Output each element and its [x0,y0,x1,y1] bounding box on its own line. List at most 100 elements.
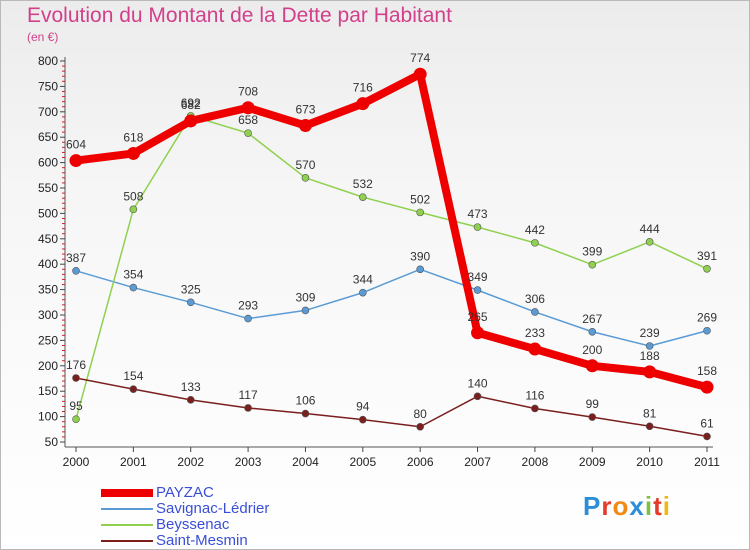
data-label: 354 [123,268,143,282]
data-point [473,286,482,294]
data-point [531,239,539,247]
series-line-savignac-l-drier [75,268,708,347]
data-label: 154 [123,369,143,383]
data-point [244,314,252,323]
data-label: 473 [468,207,488,221]
series-layer [69,67,714,441]
data-label: 390 [410,249,430,263]
data-point [413,67,427,81]
x-tick-label: 2010 [636,455,663,469]
logo-letter: i [644,491,654,521]
data-point [72,267,80,275]
data-label: 708 [238,85,258,99]
data-point [244,404,252,412]
data-point [703,264,711,273]
data-label: 269 [697,311,717,325]
data-label: 133 [181,380,201,394]
legend-swatch [101,524,153,526]
data-label: 106 [295,394,315,408]
data-label: 570 [295,158,315,172]
logo-letter: t [653,491,663,521]
data-point [126,146,140,160]
data-point [416,208,424,217]
data-point [645,342,654,350]
y-tick-label: 500 [38,206,58,220]
data-label: 117 [239,388,258,402]
x-tick-label: 2001 [120,455,147,469]
data-point [69,154,83,168]
data-point [645,422,654,431]
data-point [531,308,539,316]
data-label: 267 [582,312,602,326]
y-tick-label: 600 [38,156,58,170]
x-tick-label: 2011 [694,455,720,469]
legend-swatch [101,489,153,497]
logo-letter: P [583,491,602,521]
y-tick-label: 800 [38,54,58,68]
data-point [301,306,310,315]
y-tick-label: 200 [38,359,58,373]
data-label: 94 [356,400,370,414]
data-label: 95 [69,399,83,413]
data-label: 239 [640,326,660,340]
y-tick-label: 250 [38,333,58,347]
logo-letter: o [612,491,630,521]
data-label: 116 [525,388,544,402]
data-point [416,422,424,431]
data-label: 99 [586,397,600,411]
y-tick-label: 50 [45,435,59,449]
y-tick-label: 100 [38,410,58,424]
data-label: 188 [640,349,660,363]
data-point [471,326,485,340]
x-tick-label: 2009 [579,455,606,469]
legend-item: Savignac-Lédrier [101,501,361,517]
y-tick-label: 300 [38,308,58,322]
data-point [359,288,367,297]
data-label: 682 [181,98,201,112]
data-point [473,223,482,231]
data-label: 673 [295,103,315,117]
data-point [129,283,138,292]
data-label: 233 [525,326,545,340]
data-label: 391 [697,249,717,263]
data-point [359,415,367,424]
x-tick-label: 2006 [407,455,434,469]
legend-label: Savignac-Lédrier [156,500,270,517]
data-point [645,238,654,246]
data-labels: 387 354 325 293 309 344 390 349 306 267 239 269 95 50… [66,51,717,430]
data-point [643,365,657,379]
y-tick-label: 550 [38,181,58,195]
legend: PAYZAC Savignac-Lédrier Beyssenac Saint-Mes… [101,485,361,549]
data-label: 349 [468,270,488,284]
data-point [129,205,138,214]
data-label: 716 [353,81,373,95]
logo-letter: i [662,491,671,521]
data-label: 344 [353,273,373,287]
y-tick-label: 150 [38,384,58,398]
data-point [703,326,711,335]
y-tick-label: 750 [38,79,58,93]
legend-label: PAYZAC [156,484,214,501]
series-line-saint-mesmin [75,377,708,438]
data-label: 444 [640,222,660,236]
data-point [184,114,198,128]
data-point [473,392,482,401]
logo-letter: r [601,491,613,521]
data-label: 293 [238,299,258,313]
data-label: 618 [123,130,143,144]
data-point [72,374,80,382]
data-point [244,129,252,137]
legend-label: Saint-Mesmin [156,532,248,549]
data-point [700,380,714,394]
x-tick-label: 2005 [349,455,376,469]
data-point [301,409,310,418]
x-tick-label: 2008 [522,455,549,469]
data-label: 532 [353,177,373,191]
data-point [531,404,539,413]
logo-letter: x [629,491,645,521]
data-label: 80 [414,407,428,421]
data-label: 306 [525,292,545,306]
data-point [416,265,424,274]
data-label: 387 [66,251,86,265]
